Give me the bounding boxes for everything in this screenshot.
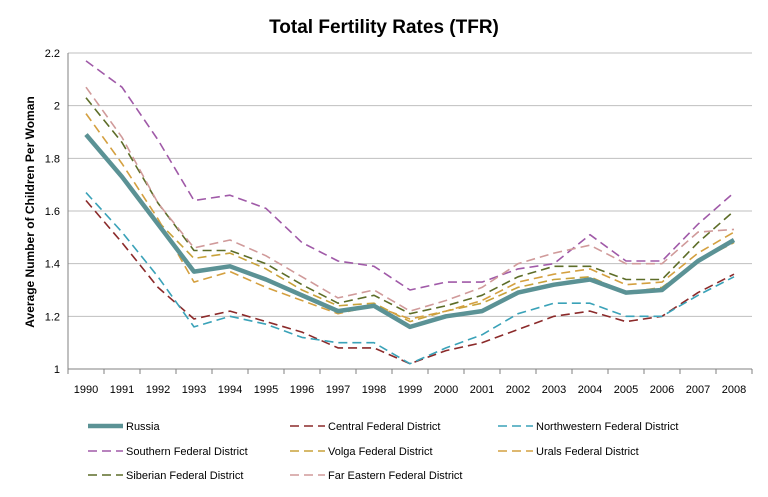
x-tick-label: 1997	[326, 384, 350, 396]
series-line-siberian-federal-district	[85, 97, 735, 315]
legend-label: Urals Federal District	[536, 446, 639, 458]
x-tick-label: 1996	[290, 384, 314, 396]
x-tick-label: 2005	[614, 384, 638, 396]
x-tick-label: 1992	[146, 384, 170, 396]
series-line-southern-federal-district	[85, 60, 735, 291]
x-tick-label: 2003	[542, 384, 566, 396]
y-tick-label: 2	[54, 101, 60, 113]
legend-label: Central Federal District	[328, 421, 440, 433]
x-tick-label: 2001	[470, 384, 494, 396]
legend-label: Volga Federal District	[328, 446, 433, 458]
x-tick-label: 1998	[362, 384, 386, 396]
x-tick-label: 1993	[182, 384, 206, 396]
y-tick-label: 2.2	[45, 48, 60, 60]
x-tick-label: 2000	[434, 384, 458, 396]
plot-area: 1 1.2 1.4 1.6 1.8 2 2.2 1990 1991 1992 1993 1994 199…	[45, 48, 753, 396]
y-tick-label: 1.2	[45, 311, 60, 323]
series-line-russia	[84, 133, 736, 330]
series-line-central-federal-district	[85, 199, 735, 365]
x-tick-label: 2007	[686, 384, 710, 396]
series-line-far-eastern-federal-district	[85, 86, 735, 312]
x-tick-label: 1995	[254, 384, 278, 396]
x-tick-label: 2006	[650, 384, 674, 396]
y-tick-label: 1.4	[45, 259, 60, 271]
x-tick-label: 2002	[506, 384, 530, 396]
x-tick-label: 2004	[578, 384, 602, 396]
x-tick-label: 2008	[722, 384, 746, 396]
x-tick-label: 1994	[218, 384, 242, 396]
series-line-urals-federal-district	[85, 113, 735, 320]
legend-label: Southern Federal District	[126, 446, 248, 458]
x-tick-label: 1991	[110, 384, 134, 396]
y-tick-label: 1	[54, 364, 60, 376]
legend-label: Northwestern Federal District	[536, 421, 678, 433]
y-tick-label: 1.6	[45, 206, 60, 218]
chart-title: Total Fertility Rates (TFR)	[269, 17, 499, 38]
x-tick-label: 1999	[398, 384, 422, 396]
legend-label: Far Eastern Federal District	[328, 470, 462, 482]
y-axis-label: Average Number of Children Per Woman	[23, 96, 37, 327]
legend: Russia Central Federal District Northweste…	[88, 421, 678, 482]
y-tick-label: 1.8	[45, 153, 60, 165]
x-tick-label: 1990	[74, 384, 98, 396]
series-line-northwestern-federal-district	[85, 192, 735, 365]
legend-label: Siberian Federal District	[126, 470, 243, 482]
legend-label: Russia	[126, 421, 161, 433]
